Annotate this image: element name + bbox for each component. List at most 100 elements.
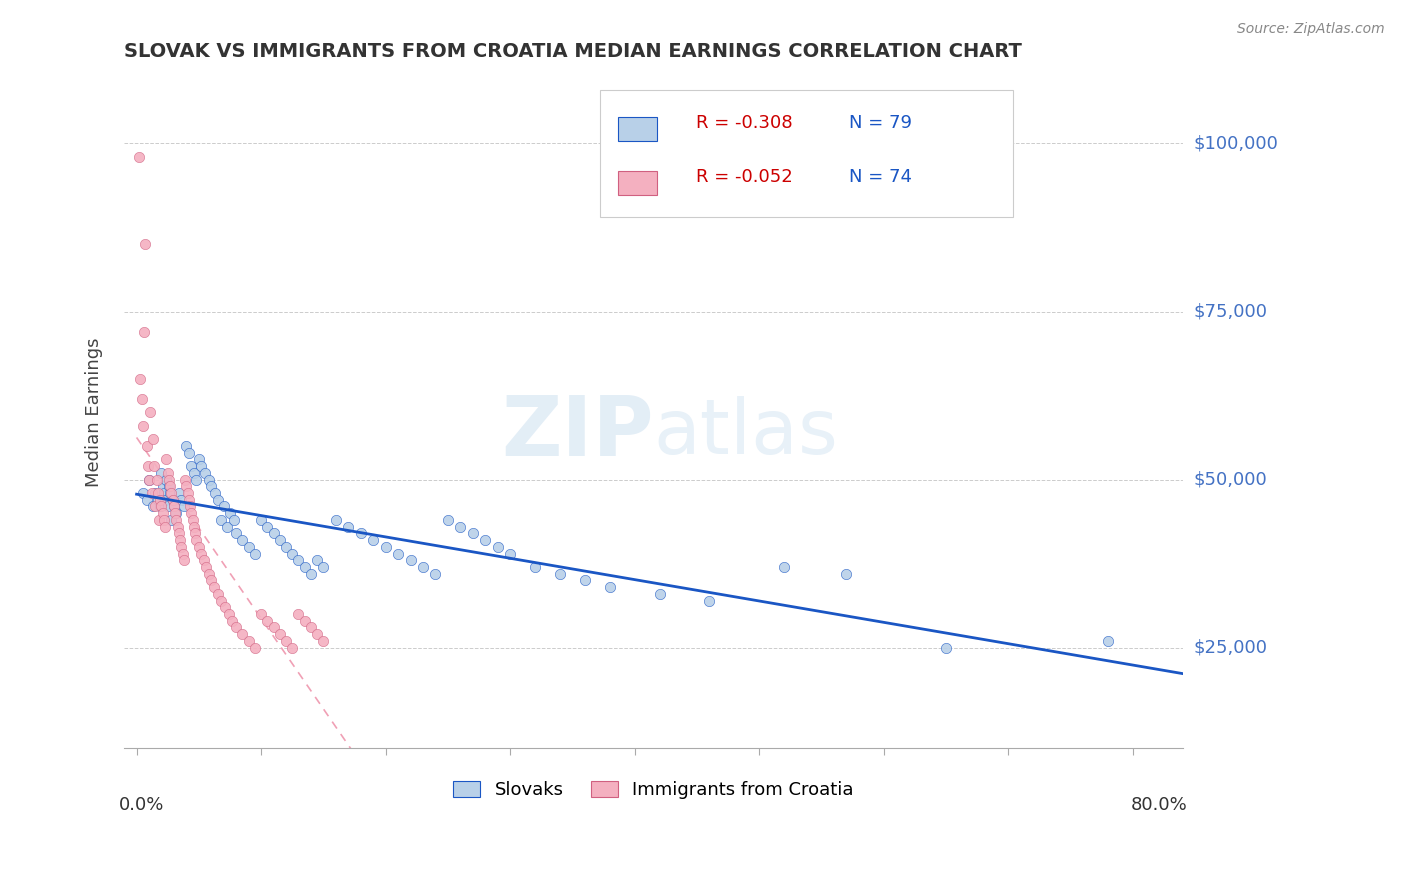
Point [214,600,236,615]
Point [219,506,242,520]
Point [149,500,172,514]
Point [307,627,329,641]
Point [179,500,201,514]
Point [165,506,187,520]
Text: $25,000: $25,000 [1194,639,1268,657]
Point [193,553,215,567]
Text: $100,000: $100,000 [1194,135,1278,153]
Point [287,607,309,621]
Point [294,614,316,628]
Point [524,560,547,574]
Point [221,614,243,628]
Point [157,479,180,493]
Point [155,452,177,467]
Point [548,566,571,581]
Point [312,634,335,648]
Point [312,560,335,574]
Point [269,627,291,641]
Point [141,486,163,500]
Point [152,506,174,520]
Point [156,466,179,480]
Text: atlas: atlas [654,395,838,469]
Point [156,500,179,514]
Point [281,547,304,561]
Point [157,473,180,487]
Text: 0.0%: 0.0% [120,796,165,814]
Point [176,486,198,500]
Point [181,513,204,527]
Point [209,593,232,607]
Legend: Slovaks, Immigrants from Croatia: Slovaks, Immigrants from Croatia [446,774,860,806]
Text: ZIP: ZIP [501,392,654,473]
Point [198,473,221,487]
Point [153,486,176,500]
Point [935,640,957,655]
Point [150,466,173,480]
Point [132,418,155,433]
Point [599,580,621,594]
Point [170,492,193,507]
Point [184,526,207,541]
Point [142,432,165,446]
Point [274,540,297,554]
Point [648,587,671,601]
Point [231,627,253,641]
Text: N = 74: N = 74 [849,168,912,186]
Point [399,553,422,567]
Point [139,405,162,419]
Point [200,479,222,493]
Point [325,513,347,527]
Text: $50,000: $50,000 [1194,471,1267,489]
Point [180,459,202,474]
Point [243,640,266,655]
Point [499,547,522,561]
Point [263,526,285,541]
Point [374,540,396,554]
Point [238,634,260,648]
Point [173,500,195,514]
Point [1097,634,1119,648]
Point [134,237,156,252]
Point [699,593,721,607]
Point [281,640,304,655]
Point [176,479,198,493]
Point [294,560,316,574]
Text: SLOVAK VS IMMIGRANTS FROM CROATIA MEDIAN EARNINGS CORRELATION CHART: SLOVAK VS IMMIGRANTS FROM CROATIA MEDIAN… [124,42,1022,61]
Point [176,439,198,453]
Point [207,587,229,601]
Text: R = -0.308: R = -0.308 [696,114,793,132]
Point [170,540,193,554]
Point [143,500,166,514]
Point [200,574,222,588]
Point [135,492,157,507]
Point [269,533,291,547]
Point [153,513,176,527]
Point [132,486,155,500]
Point [186,473,208,487]
Point [169,533,191,547]
Point [146,486,169,500]
Text: N = 79: N = 79 [849,114,912,132]
Point [143,486,166,500]
Point [387,547,409,561]
Point [180,506,202,520]
Point [250,513,273,527]
Point [425,566,447,581]
Point [173,553,195,567]
Point [256,614,278,628]
Point [350,526,373,541]
Point [163,500,186,514]
Point [361,533,384,547]
Point [299,566,322,581]
Text: $75,000: $75,000 [1194,302,1268,320]
Point [198,566,221,581]
Point [190,547,212,561]
Point [474,533,496,547]
Point [162,492,184,507]
Bar [619,117,657,142]
Point [194,466,217,480]
Point [287,553,309,567]
Point [165,513,187,527]
Point [146,492,169,507]
Point [207,492,229,507]
